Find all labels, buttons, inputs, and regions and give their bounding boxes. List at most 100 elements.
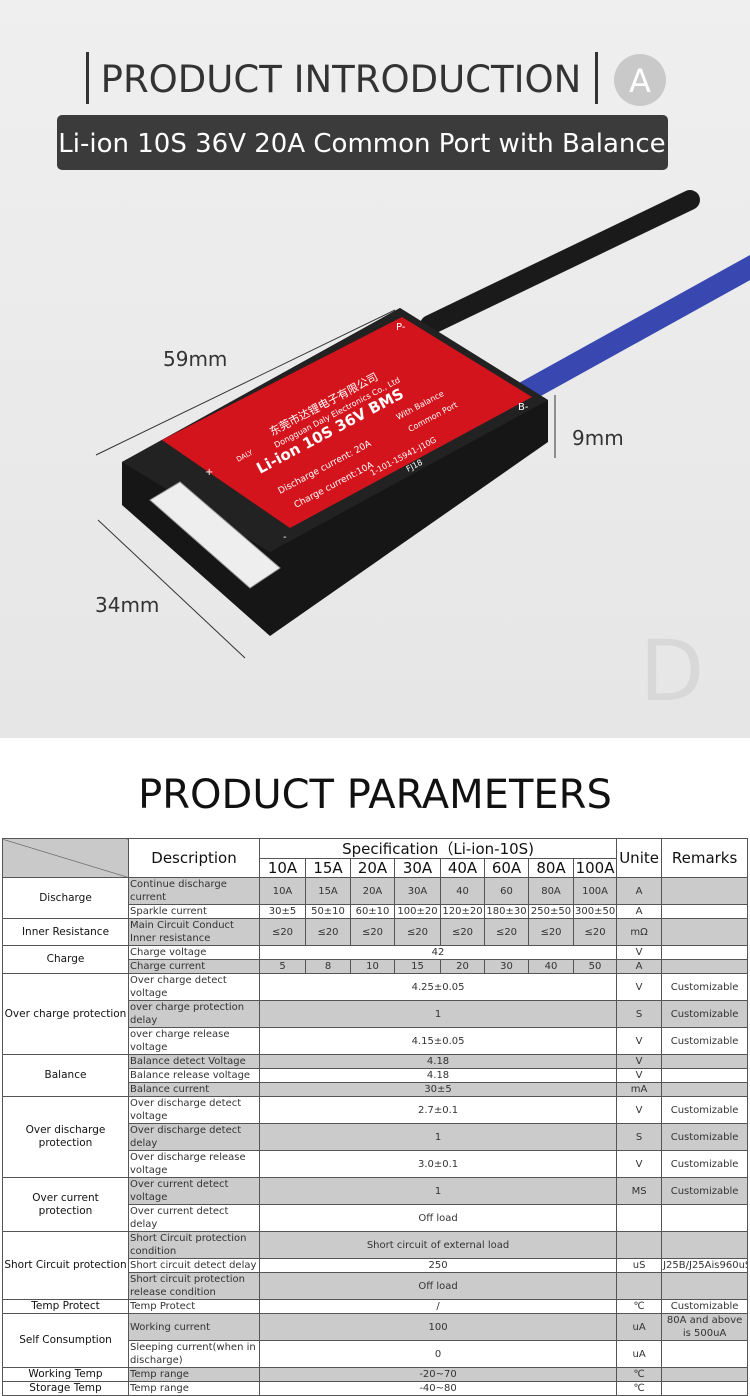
group-label: Inner Resistance [2, 918, 129, 946]
unit-cell: MS [616, 1177, 663, 1205]
row-description: over charge protection delay [128, 1000, 260, 1028]
unit-cell: V [616, 1027, 663, 1055]
table-row: Charge Charge voltage 42 V [2, 945, 749, 974]
remarks-cell [661, 877, 749, 905]
table-row: Temp Protect Temp Protect / ℃ Customizable [2, 1299, 749, 1314]
value-cell: 180±30 [484, 904, 529, 919]
row-description: Over current detect voltage [128, 1177, 260, 1205]
dim-width: 34mm [95, 593, 159, 617]
unit-cell: V [616, 1096, 663, 1124]
unit-cell: V [616, 973, 663, 1001]
value-cell: 1 [258, 1123, 618, 1151]
value-cell: 4.15±0.05 [258, 1027, 618, 1055]
value-cell: 1 [258, 1177, 618, 1205]
remarks-cell [661, 945, 749, 960]
badge-circle [614, 54, 666, 106]
value-cell: 4.25±0.05 [258, 973, 618, 1001]
row-description: Charge current [128, 959, 260, 974]
header-cell: 60A [484, 858, 529, 878]
row-description: Balance release voltage [128, 1068, 260, 1083]
group-label: Over charge protection [2, 973, 129, 1055]
remarks-cell [661, 918, 749, 946]
value-cell: 30A [394, 877, 441, 905]
value-cell: 60±10 [350, 904, 395, 919]
remarks-cell: Customizable [661, 1027, 749, 1055]
value-cell: ≤20 [350, 918, 395, 946]
row-description: Over discharge detect voltage [128, 1096, 260, 1124]
row-description: Over current detect delay [128, 1204, 260, 1232]
value-cell: 15 [394, 959, 441, 974]
remarks-cell [661, 1068, 749, 1083]
value-cell: 50 [572, 959, 618, 974]
product-illustration: PRODUCT INTRODUCTION A Li-ion 10S 36V 20… [57, 52, 750, 720]
remarks-cell: Customizable [661, 1150, 749, 1178]
value-cell: 300±50 [572, 904, 618, 919]
row-description: Balance current [128, 1082, 260, 1097]
remarks-cell [661, 1367, 749, 1382]
plus: + [205, 467, 213, 478]
bms-label [162, 317, 532, 528]
unit-cell: uA [616, 1313, 663, 1341]
row-description: Continue discharge current [128, 877, 260, 905]
unit-cell: V [616, 1054, 663, 1069]
value-cell: Off load [258, 1204, 618, 1232]
table-row: Description Specification（Li-ion-10S) Unit… [2, 838, 749, 878]
header-cell: 20A [350, 858, 395, 878]
value-cell: 100A [572, 877, 618, 905]
remarks-cell [661, 1381, 749, 1396]
banner-text: Li-ion 10S 36V 20A Common Port with Bala… [58, 129, 665, 159]
value-cell: ≤20 [484, 918, 529, 946]
value-cell: 40 [528, 959, 574, 974]
value-cell: 5 [259, 959, 306, 974]
value-cell: -40~80 [258, 1381, 618, 1396]
value-cell: / [258, 1299, 618, 1314]
unit-cell: ℃ [616, 1381, 663, 1396]
row-description: Short circuit detect delay [128, 1258, 260, 1273]
unit-cell: uS [616, 1258, 663, 1273]
header-cell: Description [128, 838, 260, 878]
remarks-cell [661, 1272, 749, 1300]
minus: - [283, 532, 287, 543]
row-description: Temp range [128, 1367, 260, 1382]
row-description: Short circuit protection release conditi… [128, 1272, 260, 1300]
row-description: Sleeping current(when in discharge) [128, 1340, 260, 1368]
value-cell: 0 [258, 1340, 618, 1368]
unit-cell: V [616, 1068, 663, 1083]
value-cell: 60 [484, 877, 529, 905]
unit-cell: ℃ [616, 1299, 663, 1314]
table-row: Over discharge detect delay 1 S Customizabl… [3, 1123, 749, 1151]
value-cell: 15A [305, 877, 351, 905]
row-description: Temp Protect [128, 1299, 260, 1314]
unit-cell [616, 1231, 663, 1259]
table-row: Discharge Continue discharge current 10A 15… [2, 877, 749, 919]
spec-table: Description Specification（Li-ion-10S) Unit… [2, 838, 749, 1396]
heading-bar [86, 52, 89, 104]
value-cell: ≤20 [394, 918, 441, 946]
value-cell: 4.18 [258, 1054, 618, 1069]
header-cell: 80A [528, 858, 574, 878]
remarks-cell [661, 1204, 749, 1232]
header-cell: 40A [440, 858, 485, 878]
value-cell: 30 [484, 959, 529, 974]
unit-cell: A [616, 904, 663, 919]
value-cell: 120±20 [440, 904, 485, 919]
group-label: Balance [2, 1054, 129, 1097]
header-cell: 100A [572, 858, 618, 878]
unit-cell: S [616, 1123, 663, 1151]
table-row: 10A 15A 20A 30A 40A 60A 80A 100A [3, 858, 748, 878]
unit-cell: ℃ [616, 1367, 663, 1382]
value-cell: 10A [259, 877, 306, 905]
remarks-cell: 80A and above is 500uA [661, 1313, 749, 1341]
value-cell: Off load [258, 1272, 618, 1300]
value-cell: ≤20 [528, 918, 574, 946]
p-minus: P- [396, 322, 406, 333]
remarks-cell [661, 1054, 749, 1069]
unit-cell [616, 1204, 663, 1232]
value-cell: 50±10 [305, 904, 351, 919]
group-label: Short Circuit protection [2, 1231, 129, 1300]
remarks-cell: Customizable [661, 973, 749, 1001]
remarks-cell [661, 959, 749, 974]
table-row: Short circuit detect delay 250 uS J25B/J25A… [3, 1258, 749, 1273]
dim-length: 59mm [163, 347, 227, 371]
